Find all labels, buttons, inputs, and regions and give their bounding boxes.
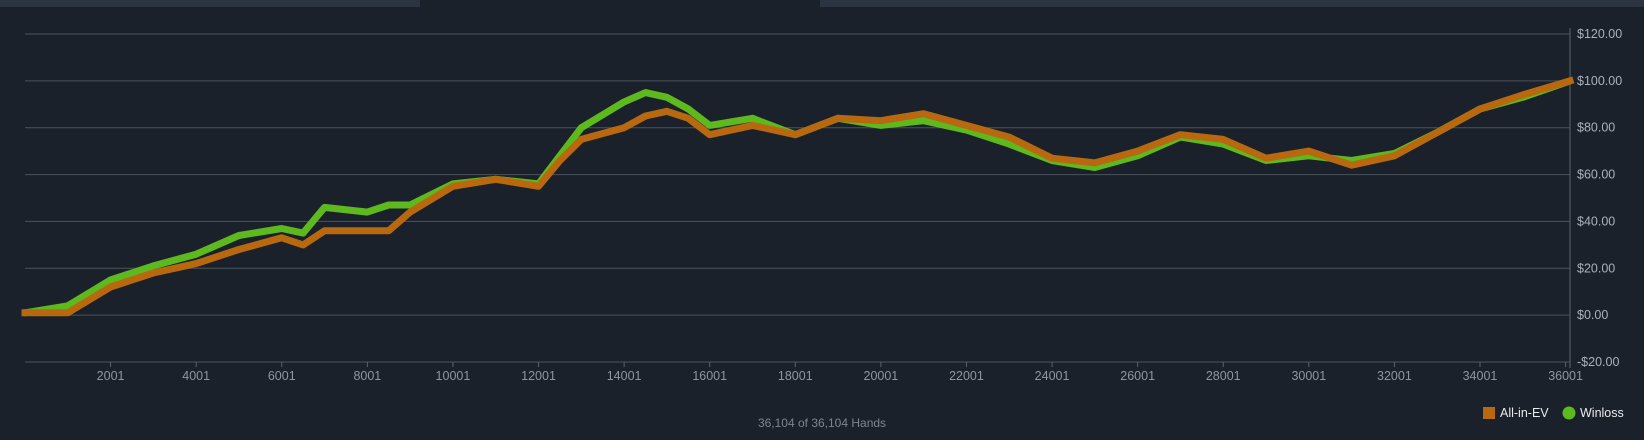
y-tick-label: $120.00 [1577,27,1622,41]
y-tick-label: -$20.00 [1577,355,1619,369]
x-tick-label: 16001 [692,369,727,383]
x-tick-label: 14001 [607,369,642,383]
x-tick-label: 34001 [1463,369,1498,383]
y-tick-label: $60.00 [1577,168,1615,182]
top-bar-right [820,0,1644,7]
series-layer [21,76,1575,317]
y-tick-label: $20.00 [1577,261,1615,275]
all-in-ev-series-line [21,76,1575,317]
x-tick-label: 36001 [1548,369,1583,383]
x-axis: 2001 4001 6001 8001 10001 12001 14001 16001 1800… [97,362,1583,383]
x-tick-label: 4001 [182,369,210,383]
y-tick-label: $80.00 [1577,121,1615,135]
x-tick-label: 22001 [949,369,984,383]
x-tick-label: 20001 [864,369,899,383]
y-axis: $120.00 $100.00 $80.00 $60.00 $40.00 $20.00 $0… [1577,27,1622,369]
x-tick-label: 10001 [436,369,471,383]
legend-label-all-in-ev[interactable]: All-in-EV [1500,406,1549,420]
gridlines [25,28,1571,368]
legend-label-winloss[interactable]: Winloss [1580,406,1624,420]
x-tick-label: 6001 [268,369,296,383]
winloss-series-line [21,77,1574,317]
legend-circle-icon[interactable] [1562,406,1576,420]
x-tick-label: 8001 [353,369,381,383]
x-tick-label: 2001 [97,369,125,383]
top-bar-left [0,0,420,7]
legend[interactable]: All-in-EV Winloss [1483,406,1624,420]
x-tick-label: 28001 [1206,369,1241,383]
x-tick-label: 26001 [1120,369,1155,383]
x-tick-label: 24001 [1035,369,1070,383]
x-tick-label: 30001 [1291,369,1326,383]
hands-count-footer: 36,104 of 36,104 Hands [758,416,886,430]
y-tick-label: $40.00 [1577,214,1615,228]
y-tick-label: $100.00 [1577,74,1622,88]
x-tick-label: 18001 [778,369,813,383]
x-tick-label: 12001 [521,369,556,383]
y-tick-label: $0.00 [1577,308,1608,322]
legend-square-icon[interactable] [1483,407,1495,419]
x-tick-label: 32001 [1377,369,1412,383]
